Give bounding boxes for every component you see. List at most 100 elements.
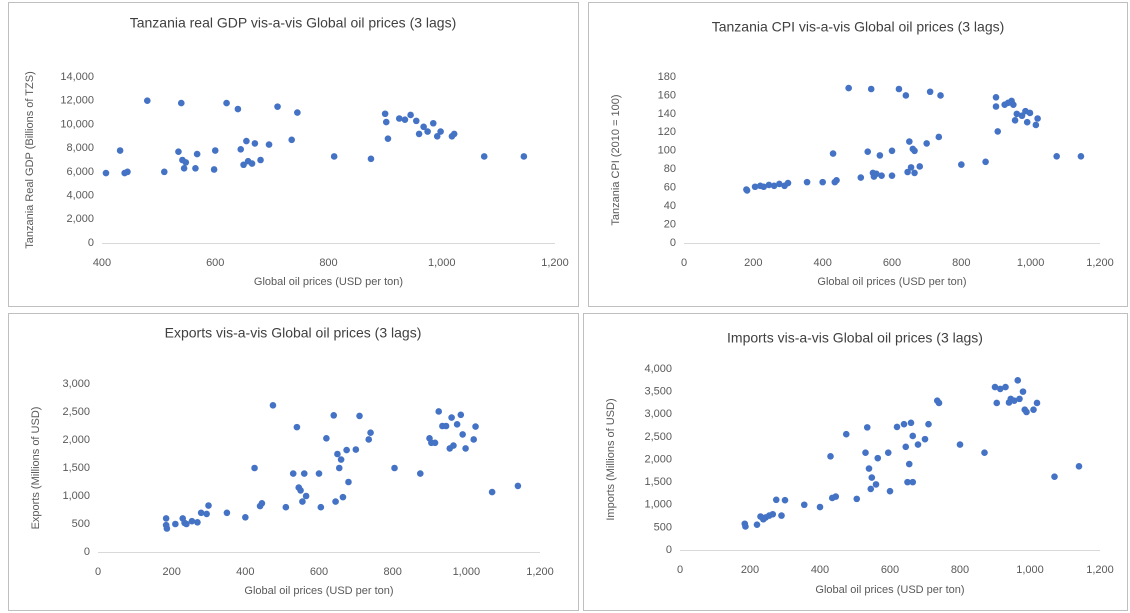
point bbox=[453, 421, 461, 428]
y-axis-title: Tanzania CPI (2010 = 100) bbox=[610, 94, 622, 225]
point bbox=[258, 499, 266, 507]
point bbox=[102, 169, 110, 177]
point bbox=[993, 399, 1001, 407]
point bbox=[992, 93, 1000, 101]
point bbox=[923, 140, 930, 147]
x-tick-label: 200 bbox=[741, 564, 759, 576]
point bbox=[935, 133, 943, 141]
point bbox=[921, 435, 929, 443]
point bbox=[175, 148, 182, 155]
point bbox=[868, 474, 876, 481]
x-tick-label: 200 bbox=[162, 566, 180, 578]
point bbox=[299, 498, 306, 505]
y-tick-label: 8,000 bbox=[66, 142, 94, 154]
panel-frame bbox=[8, 313, 579, 611]
point bbox=[367, 155, 375, 163]
y-tick-label: 60 bbox=[664, 182, 676, 194]
point bbox=[194, 519, 201, 526]
point bbox=[842, 430, 850, 438]
x-tick-label: 0 bbox=[681, 257, 687, 269]
point bbox=[863, 424, 871, 431]
point bbox=[904, 478, 911, 486]
x-tick-label: 0 bbox=[677, 564, 683, 576]
point bbox=[382, 118, 390, 126]
point bbox=[902, 92, 910, 99]
point bbox=[876, 152, 884, 159]
point bbox=[193, 150, 201, 158]
point bbox=[867, 85, 875, 93]
chart-title: Exports vis-a-vis Global oil prices (3 l… bbox=[165, 325, 422, 341]
chart-title: Tanzania CPI vis-a-vis Global oil prices… bbox=[712, 19, 1005, 35]
point bbox=[865, 465, 873, 472]
y-tick-label: 180 bbox=[658, 71, 676, 83]
point bbox=[1019, 388, 1027, 395]
point bbox=[437, 128, 444, 135]
y-tick-label: 0 bbox=[88, 237, 94, 249]
point bbox=[867, 485, 875, 493]
point bbox=[332, 498, 339, 505]
point bbox=[420, 123, 427, 131]
y-tick-label: 1,000 bbox=[62, 490, 90, 502]
x-tick-label: 1,000 bbox=[1017, 257, 1045, 269]
point bbox=[994, 128, 1002, 135]
point bbox=[248, 160, 256, 167]
point bbox=[956, 441, 964, 448]
point bbox=[457, 411, 465, 419]
point bbox=[1032, 121, 1040, 129]
point bbox=[274, 103, 281, 110]
point bbox=[172, 520, 179, 528]
x-tick-label: 1,200 bbox=[526, 566, 554, 578]
y-tick-label: 80 bbox=[664, 163, 676, 175]
point bbox=[819, 178, 826, 186]
point bbox=[448, 414, 455, 421]
point bbox=[352, 446, 360, 453]
point bbox=[315, 470, 323, 477]
point bbox=[257, 156, 264, 164]
y-tick-label: 2,500 bbox=[644, 431, 672, 443]
point bbox=[210, 166, 218, 173]
x-tick-label: 800 bbox=[952, 257, 970, 269]
point bbox=[765, 181, 773, 189]
x-tick-label: 1,200 bbox=[1086, 564, 1114, 576]
point bbox=[424, 128, 431, 135]
point bbox=[1051, 473, 1058, 480]
point bbox=[827, 453, 834, 460]
y-tick-label: 3,000 bbox=[644, 408, 672, 420]
x-tick-label: 800 bbox=[951, 564, 969, 576]
chart-title: Imports vis-a-vis Global oil prices (3 l… bbox=[727, 330, 983, 346]
point bbox=[1010, 397, 1018, 404]
point bbox=[330, 412, 338, 419]
point bbox=[853, 495, 861, 503]
point bbox=[337, 456, 345, 463]
point bbox=[450, 130, 458, 138]
point bbox=[911, 147, 918, 155]
point bbox=[144, 97, 151, 105]
point bbox=[992, 103, 1000, 110]
point bbox=[416, 470, 424, 477]
point bbox=[751, 183, 759, 191]
point bbox=[742, 523, 749, 530]
point bbox=[343, 446, 350, 454]
point bbox=[188, 517, 196, 525]
point bbox=[778, 512, 785, 519]
point bbox=[488, 488, 496, 496]
point bbox=[335, 464, 343, 472]
point bbox=[197, 509, 205, 517]
point bbox=[909, 478, 917, 486]
point bbox=[345, 478, 352, 486]
y-tick-label: 160 bbox=[658, 89, 676, 101]
point bbox=[356, 412, 363, 420]
point bbox=[991, 383, 999, 391]
point bbox=[1018, 112, 1026, 120]
point bbox=[391, 464, 398, 472]
point bbox=[770, 182, 778, 190]
y-tick-label: 140 bbox=[658, 108, 676, 120]
y-tick-label: 6,000 bbox=[66, 166, 94, 178]
point bbox=[265, 141, 273, 148]
point bbox=[1011, 117, 1019, 124]
x-axis-title: Global oil prices (USD per ton) bbox=[244, 585, 393, 597]
point bbox=[816, 503, 824, 511]
y-tick-label: 100 bbox=[658, 145, 676, 157]
point bbox=[243, 137, 250, 145]
